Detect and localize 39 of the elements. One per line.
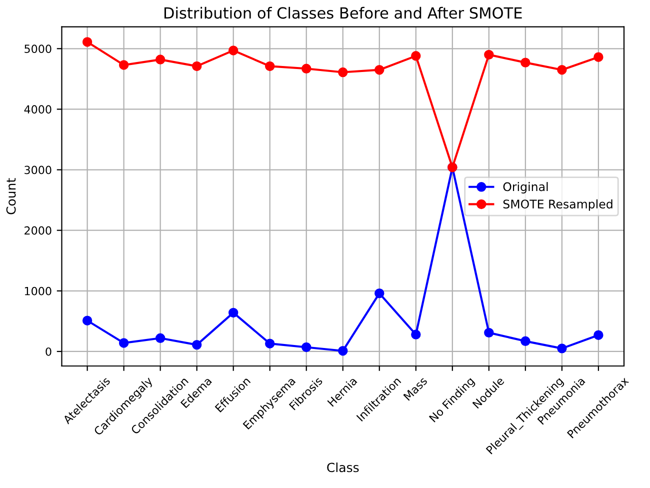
- point: [82, 316, 92, 326]
- point: [228, 308, 238, 318]
- point: [192, 61, 202, 72]
- y-tick-label: 2000: [24, 226, 52, 235]
- point: [520, 58, 530, 68]
- chart-title: Distribution of Classes Before and After SMOTE: [164, 6, 522, 19]
- legend-label: Original: [503, 182, 548, 194]
- point: [484, 50, 494, 60]
- point: [155, 333, 166, 343]
- y-axis-title: Count: [6, 178, 16, 214]
- point: [374, 288, 384, 298]
- point: [228, 46, 238, 56]
- y-tick-label: 1000: [24, 286, 52, 296]
- point: [118, 338, 129, 348]
- point: [594, 330, 604, 340]
- point: [411, 330, 421, 340]
- point: [411, 51, 421, 61]
- y-tick-label: 4000: [24, 105, 52, 114]
- point: [338, 67, 348, 78]
- point: [338, 346, 348, 356]
- point: [155, 54, 166, 64]
- point: [302, 342, 312, 352]
- point: [118, 60, 129, 70]
- point: [302, 64, 312, 74]
- y-tick-label: 3000: [24, 166, 52, 174]
- point: [374, 64, 384, 75]
- point: [264, 338, 275, 348]
- point: [192, 340, 202, 350]
- legend-label: SMOTE Resampled: [503, 199, 612, 211]
- point: [557, 64, 567, 75]
- point: [264, 61, 275, 72]
- x-axis-title: Class: [327, 462, 359, 472]
- y-tick-label: 5000: [24, 44, 52, 54]
- point: [594, 52, 604, 62]
- point: [520, 336, 530, 346]
- point: [484, 328, 494, 338]
- point: [557, 344, 567, 354]
- y-tick-label: 0: [46, 347, 52, 356]
- point: [82, 37, 92, 47]
